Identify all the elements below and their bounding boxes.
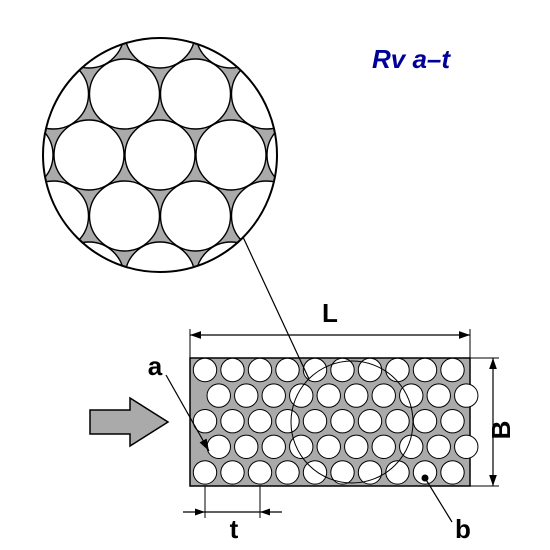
label-a: a [148,351,163,381]
dimension-L [190,329,470,358]
perforated-sheet [190,358,478,486]
label-L: L [322,298,338,328]
label-B: B [486,421,516,440]
diagram-svg: L B a t b [0,0,550,550]
feed-direction-arrow [90,398,168,446]
label-t: t [230,514,239,544]
diagram-title: Rv a–t [372,44,450,75]
label-b: b [455,514,471,544]
diagram-stage: Rv a–t L B a t b [0,0,550,550]
